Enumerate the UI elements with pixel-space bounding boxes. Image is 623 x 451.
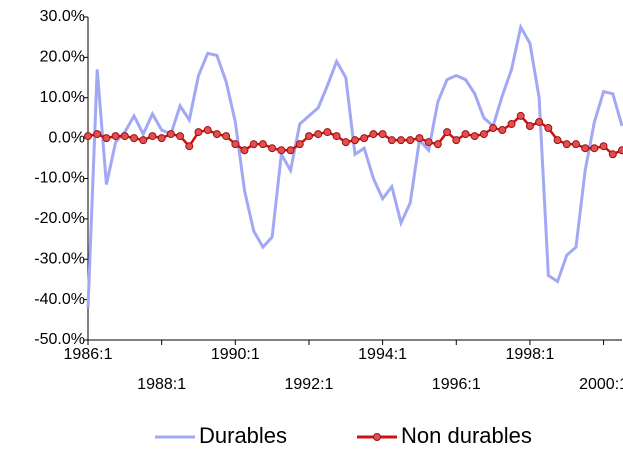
point-marker [452,136,461,145]
point-marker [231,140,240,149]
point-marker [562,140,571,149]
legend-label: Non durables [401,423,532,448]
point-marker [507,119,516,128]
point-marker [212,130,221,139]
point-marker [433,140,442,149]
point-marker [277,146,286,155]
point-marker [84,132,92,141]
point-marker [424,138,433,147]
point-marker [351,136,359,145]
point-marker [461,130,470,139]
point-marker [222,132,231,141]
series-line [86,22,623,308]
point-marker [387,136,396,145]
point-marker [304,132,313,141]
point-marker [516,111,525,120]
y-tick-label: 10.0% [40,89,85,106]
point-marker [489,124,498,133]
point-marker [360,134,369,143]
point-marker [148,132,157,141]
point-marker [176,132,185,141]
x-tick-label: 1986:1 [64,346,113,363]
point-marker [157,134,166,143]
point-marker [93,130,102,139]
point-marker [332,132,341,141]
point-marker [185,142,194,151]
y-tick-label: 0.0% [49,129,85,146]
point-marker [618,146,623,155]
y-tick-label: -50.0% [34,331,85,348]
point-marker [470,132,479,141]
x-tick-label: 1996:1 [432,376,481,393]
point-marker [314,130,323,139]
point-marker [581,144,590,153]
point-marker [498,126,507,135]
x-tick-label: 1994:1 [358,346,407,363]
point-marker [240,146,249,155]
x-tick-label: 1998:1 [505,346,554,363]
point-marker [203,126,212,135]
point-marker [286,146,295,155]
point-marker [295,140,304,149]
x-tick-label: 2000:1 [579,376,623,393]
y-tick-label: -30.0% [34,250,85,267]
legend-label: Durables [199,423,287,448]
point-marker [415,134,424,143]
point-marker [378,130,387,139]
point-marker [120,132,129,141]
point-marker [525,122,534,131]
y-tick-label: 20.0% [40,49,85,66]
x-tick-label: 1990:1 [211,346,260,363]
point-marker [111,132,120,141]
legend-marker [373,433,381,441]
point-marker [166,130,175,139]
point-marker [608,150,617,159]
y-tick-label: -40.0% [34,291,85,308]
point-marker [553,136,562,145]
point-marker [341,138,350,147]
y-tick-label: -20.0% [34,210,85,227]
point-marker [406,136,415,145]
point-marker [194,128,203,137]
point-marker [323,128,332,137]
y-tick-label: -10.0% [34,170,85,187]
point-marker [258,140,267,149]
point-marker [397,136,406,145]
point-marker [130,134,139,143]
point-marker [268,144,277,153]
y-tick-label: 30.0% [40,8,85,25]
x-tick-label: 1988:1 [137,376,186,393]
point-marker [571,140,580,149]
point-marker [590,144,599,153]
point-marker [535,117,544,126]
point-marker [249,140,258,149]
point-marker [369,130,378,139]
point-marker [443,128,452,137]
point-marker [544,124,553,133]
point-marker [479,130,488,139]
point-marker [599,142,608,151]
point-marker [139,136,148,145]
x-tick-label: 1992:1 [284,376,333,393]
point-marker [102,134,111,143]
